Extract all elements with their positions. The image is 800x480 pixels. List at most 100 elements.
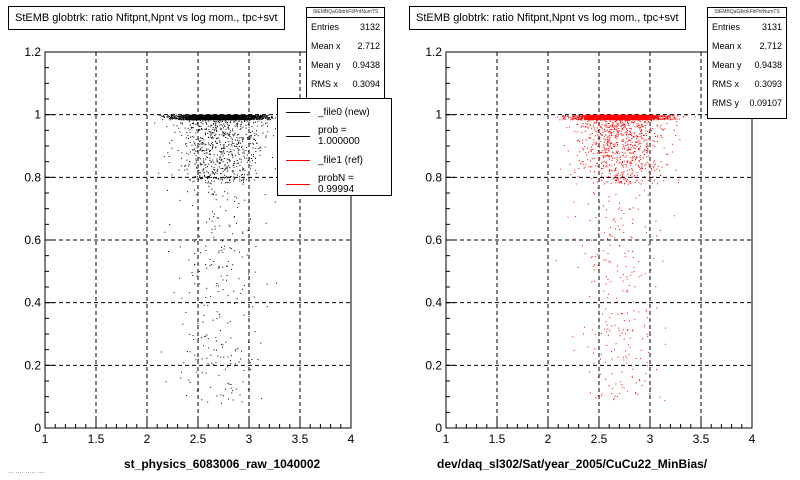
data-point	[260, 115, 262, 116]
data-point	[190, 119, 192, 121]
data-point	[197, 322, 199, 324]
data-point	[209, 117, 211, 119]
data-point	[189, 124, 191, 126]
data-point	[630, 175, 631, 176]
data-point	[190, 118, 192, 120]
data-point	[233, 149, 235, 151]
data-point	[196, 115, 198, 117]
data-point	[246, 161, 248, 163]
data-point	[622, 129, 624, 131]
data-point	[261, 115, 263, 117]
data-point	[251, 359, 253, 360]
data-point	[222, 114, 224, 116]
data-point	[229, 119, 231, 121]
data-point	[219, 150, 221, 152]
data-point	[233, 179, 235, 180]
data-point	[665, 327, 667, 329]
data-point	[223, 152, 225, 154]
data-point	[224, 368, 226, 370]
data-point	[200, 122, 202, 124]
data-point	[563, 116, 565, 118]
data-point	[601, 128, 603, 130]
data-point	[230, 248, 232, 250]
data-point	[177, 150, 179, 151]
data-point	[234, 250, 236, 252]
x-tick-label: 4	[348, 432, 355, 446]
data-point	[184, 117, 185, 119]
data-point	[607, 119, 609, 121]
data-point	[176, 114, 177, 116]
data-point	[236, 118, 238, 120]
data-point	[248, 115, 250, 117]
data-point	[267, 119, 269, 121]
data-point	[182, 115, 184, 116]
data-point	[226, 115, 228, 117]
data-point	[645, 133, 647, 135]
data-point	[194, 264, 196, 266]
data-point	[250, 114, 252, 116]
data-point	[192, 181, 194, 183]
data-point	[242, 116, 244, 118]
data-point	[254, 271, 256, 273]
data-point	[210, 150, 211, 151]
data-point	[223, 127, 225, 129]
data-point	[237, 115, 239, 117]
data-point	[216, 142, 218, 144]
data-point	[208, 144, 210, 146]
data-point	[196, 120, 198, 122]
data-point	[253, 118, 255, 120]
data-point	[212, 364, 214, 366]
data-point	[672, 114, 674, 116]
data-point	[216, 131, 218, 132]
data-point	[227, 382, 229, 384]
data-point	[631, 133, 633, 135]
data-point	[234, 119, 236, 121]
y-tick-label: 0	[34, 421, 41, 435]
data-point	[606, 176, 607, 178]
data-point	[575, 117, 577, 119]
data-point	[199, 143, 201, 145]
data-point	[206, 357, 208, 359]
data-point	[239, 180, 241, 182]
data-point	[176, 116, 177, 118]
data-point	[219, 116, 221, 118]
data-point	[238, 150, 240, 152]
data-point	[261, 121, 263, 123]
data-point	[216, 178, 218, 180]
data-point	[599, 137, 601, 139]
data-point	[240, 124, 242, 126]
data-point	[205, 118, 206, 119]
data-point	[198, 116, 200, 118]
data-point	[232, 264, 234, 266]
data-point	[208, 347, 210, 349]
data-point	[205, 129, 207, 131]
data-point	[627, 312, 628, 314]
data-point	[225, 210, 227, 212]
data-point	[572, 115, 574, 117]
data-point	[262, 116, 264, 118]
data-point	[207, 136, 209, 138]
data-point	[248, 315, 250, 317]
data-point	[212, 145, 214, 147]
data-point	[593, 192, 595, 194]
data-point	[610, 170, 612, 172]
data-point	[238, 119, 240, 120]
data-point	[577, 117, 579, 119]
data-point	[605, 321, 607, 323]
data-point	[640, 135, 642, 137]
data-point	[188, 115, 190, 117]
data-point	[174, 118, 176, 119]
y-tick-label: 0.2	[24, 358, 41, 372]
data-point	[200, 120, 201, 122]
data-point	[649, 393, 651, 395]
data-point	[616, 142, 617, 144]
data-point	[201, 149, 203, 151]
data-point	[260, 146, 262, 148]
data-point	[644, 164, 646, 166]
data-point	[234, 119, 236, 121]
data-point	[593, 153, 595, 154]
data-point	[222, 152, 224, 154]
data-point	[221, 246, 222, 248]
data-point	[220, 159, 222, 161]
data-point	[189, 333, 191, 335]
